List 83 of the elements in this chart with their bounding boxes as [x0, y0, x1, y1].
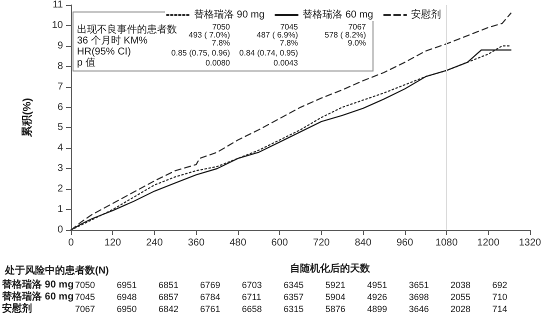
- text: 安慰剂: [2, 304, 32, 314]
- annotation: 7.8%: [280, 38, 298, 48]
- y-tick-label: 0: [57, 224, 64, 236]
- text: 7045: [75, 292, 96, 302]
- annotation: 0.0043: [274, 58, 299, 68]
- text: 4951: [367, 280, 388, 290]
- text: 替格瑞洛 60 mg: [2, 292, 74, 302]
- annotation: 7.8%: [212, 38, 230, 48]
- y-tick-label: 4: [57, 142, 64, 154]
- text: 6948: [116, 292, 137, 302]
- x-tick-label: 1320: [518, 238, 542, 248]
- x-tick-label: 240: [146, 238, 164, 248]
- text: 6357: [284, 292, 304, 302]
- annotation: 7067: [348, 22, 367, 32]
- y-tick-label: 7: [57, 81, 64, 92]
- x-tick-label: 120: [104, 238, 122, 248]
- text: 替格瑞洛 90 mg: [2, 280, 74, 290]
- text: 6703: [242, 280, 262, 290]
- annotation: 出现不良事件的患者数: [77, 24, 177, 36]
- y-tick-label: 1: [57, 204, 64, 216]
- text: 710: [492, 292, 508, 302]
- y-tick-label: 5: [57, 122, 64, 134]
- text: 2038: [450, 280, 471, 290]
- text: 7050: [75, 280, 96, 290]
- text: 6784: [200, 292, 220, 302]
- text: 6950: [116, 304, 137, 314]
- x-tick-label: 600: [271, 238, 288, 248]
- y-tick-label: 9: [57, 40, 64, 52]
- x-tick-label: 1080: [435, 238, 458, 248]
- x-tick-label: 960: [396, 238, 414, 248]
- annotation: 9.0%: [348, 38, 366, 48]
- text: 7067: [75, 304, 96, 314]
- text: 6769: [200, 280, 220, 290]
- y-axis-title: 累积(%): [22, 98, 34, 138]
- text: 6842: [158, 304, 178, 314]
- x-axis-title: 自随机化后的天数: [290, 262, 371, 274]
- text: 6711: [242, 292, 262, 302]
- text: 714: [492, 304, 508, 314]
- annotation: 0.0080: [206, 58, 231, 68]
- text: 3651: [408, 280, 429, 290]
- x-tick-label: 1200: [477, 238, 500, 248]
- text: 5921: [325, 280, 346, 290]
- text: 处于风险中的患者数(N): [4, 264, 109, 276]
- y-tick-label: 2: [57, 184, 64, 195]
- y-tick-label: 8: [57, 60, 64, 72]
- legend-label: 替格瑞洛 90 mg: [194, 8, 265, 20]
- text: 4899: [367, 304, 388, 314]
- text: 6345: [284, 280, 304, 290]
- annotation: 487 ( 6.9%): [256, 30, 298, 40]
- text: 6761: [200, 304, 220, 314]
- text: 3646: [408, 304, 429, 314]
- legend-label: 安慰剂: [411, 8, 442, 20]
- text: 6851: [158, 280, 178, 290]
- x-tick-label: 480: [230, 238, 247, 248]
- text: 6857: [158, 292, 178, 302]
- annotation: 36 个月时 KM%: [77, 34, 148, 46]
- y-tick-label: 10: [52, 20, 64, 31]
- text: 2055: [450, 292, 471, 302]
- annotation: 0.84 (0.74, 0.95): [239, 48, 298, 58]
- text: 692: [492, 280, 508, 290]
- x-tick-label: 0: [68, 238, 74, 248]
- text: 3698: [408, 292, 429, 302]
- annotation: 7045: [280, 22, 299, 32]
- annotation: p 值: [77, 58, 96, 68]
- text: 6315: [284, 304, 304, 314]
- x-tick-label: 360: [188, 238, 205, 248]
- legend-label: 替格瑞洛 60 mg: [302, 8, 374, 20]
- annotation: 578 ( 8.2%): [324, 30, 366, 40]
- text: 4926: [367, 292, 388, 302]
- y-tick-label: 11: [52, 0, 64, 10]
- annotation: 7050: [212, 22, 231, 32]
- text: 5876: [325, 304, 346, 314]
- text: 6951: [116, 280, 137, 290]
- annotation: HR(95% CI): [77, 46, 131, 58]
- annotation: 493 ( 7.0%): [188, 30, 230, 40]
- x-tick-label: 840: [354, 238, 372, 248]
- y-tick-label: 3: [57, 163, 64, 174]
- annotation: 0.85 (0.75, 0.96): [171, 48, 230, 58]
- x-tick-label: 720: [313, 238, 330, 248]
- text: 2028: [450, 304, 471, 314]
- text: 5904: [325, 292, 346, 302]
- text: 6658: [242, 304, 262, 314]
- y-tick-label: 6: [57, 102, 64, 113]
